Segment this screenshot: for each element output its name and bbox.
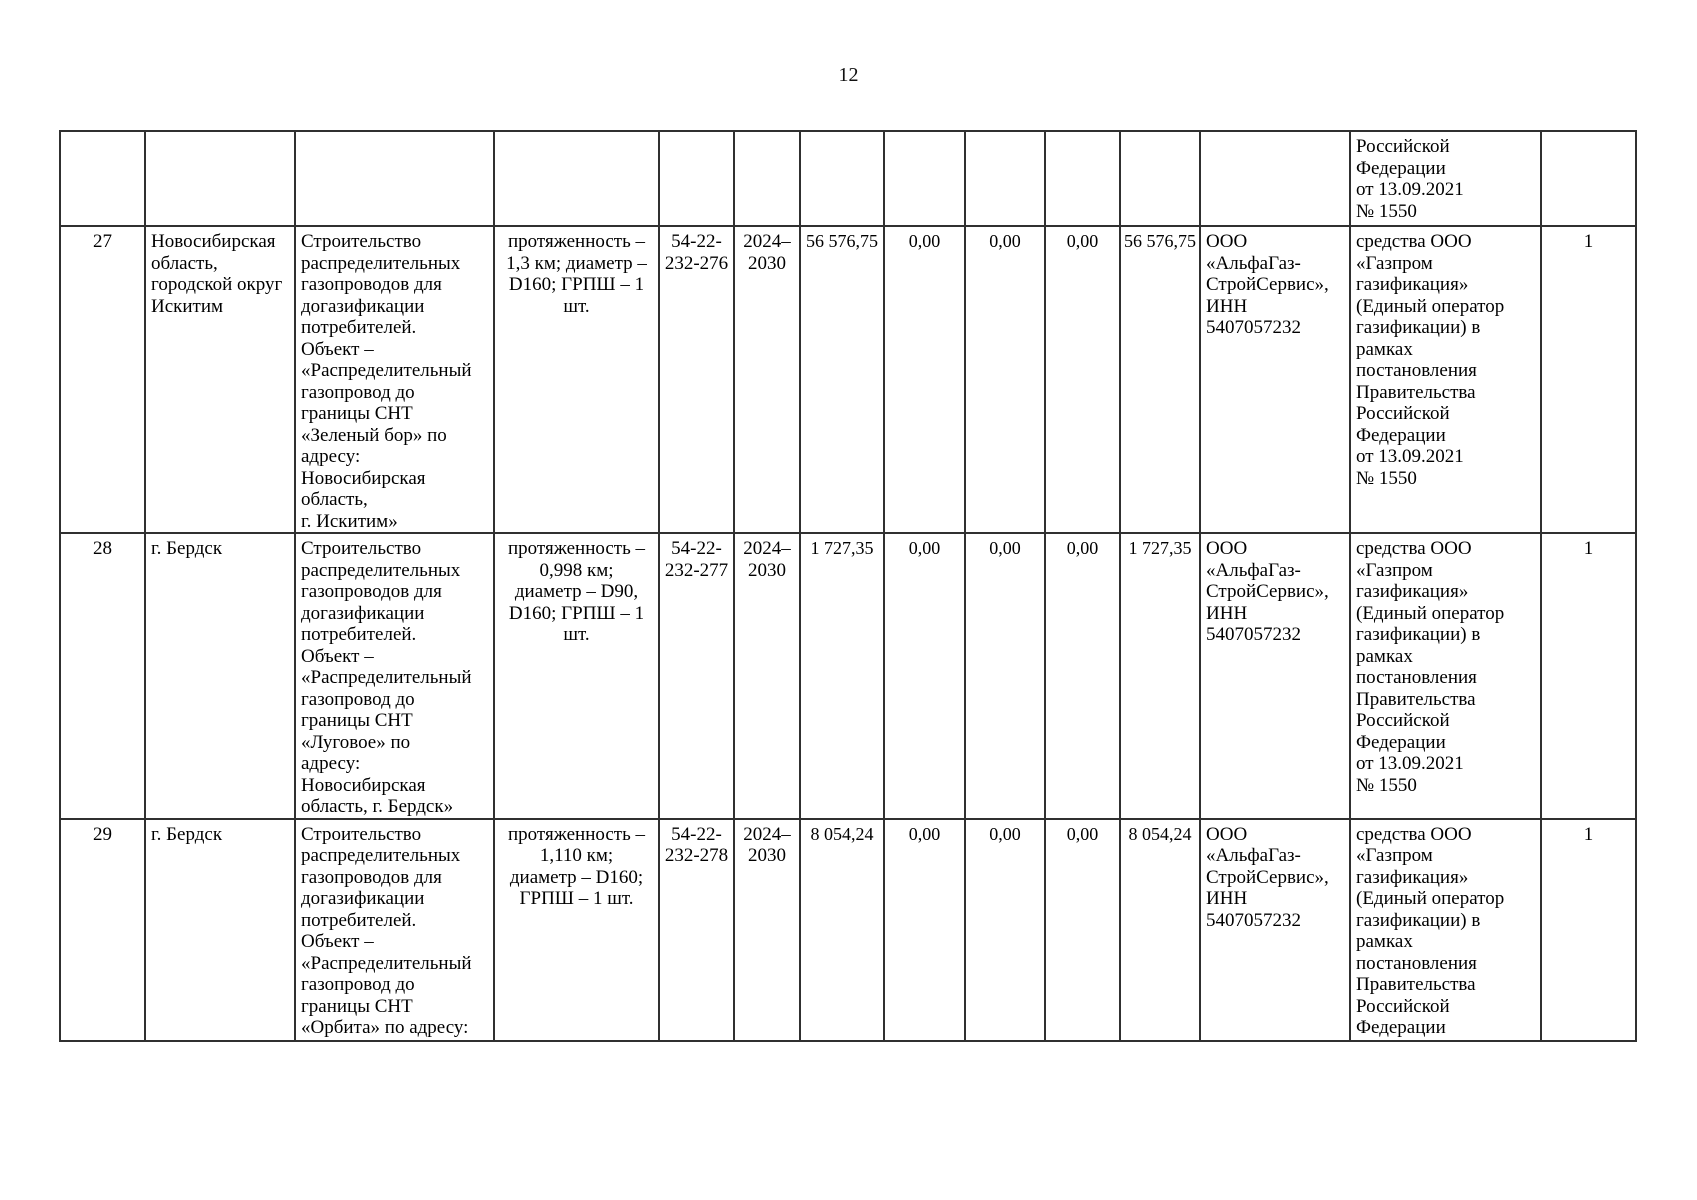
amount-cell xyxy=(799,130,885,227)
amount-cell: 0,00 xyxy=(964,532,1046,820)
contractor-cell: ООО «АльфаГаз- СтройСервис», ИНН 5407057… xyxy=(1199,532,1351,820)
row-number-cell: 27 xyxy=(59,225,146,534)
location-cell: Новосибирская область, городской округ И… xyxy=(144,225,296,534)
table-row-continuation: Российской Федерации от 13.09.2021 № 155… xyxy=(59,130,1637,227)
amount-cell xyxy=(1119,130,1201,227)
amount-cell: 8 054,24 xyxy=(1119,817,1201,1042)
years-cell: 2024– 2030 xyxy=(733,225,801,534)
count-cell: 1 xyxy=(1540,225,1637,534)
page-number: 12 xyxy=(838,64,859,86)
amount-cell: 56 576,75 xyxy=(1119,225,1201,534)
amount-cell: 0,00 xyxy=(964,225,1046,534)
code-cell: 54-22- 232-276 xyxy=(658,225,735,534)
amount-cell xyxy=(883,130,966,227)
amount-cell: 0,00 xyxy=(883,225,966,534)
row-number-cell: 28 xyxy=(59,532,146,820)
count-cell xyxy=(1540,130,1637,227)
description-cell xyxy=(294,130,495,227)
specs-cell: протяженность – 1,110 км; диаметр – D160… xyxy=(493,817,660,1042)
funding-cell: средства ООО «Газпром газификация» (Един… xyxy=(1349,225,1542,534)
amount-cell xyxy=(1044,130,1121,227)
row-number-cell xyxy=(59,130,146,227)
amount-cell xyxy=(964,130,1046,227)
years-cell xyxy=(733,130,801,227)
amount-cell: 0,00 xyxy=(883,532,966,820)
table-row: 28 г. Бердск Строительство распределител… xyxy=(59,532,1637,820)
location-cell xyxy=(144,130,296,227)
specs-cell: протяженность – 1,3 км; диаметр – D160; … xyxy=(493,225,660,534)
code-cell: 54-22- 232-277 xyxy=(658,532,735,820)
funding-cell: Российской Федерации от 13.09.2021 № 155… xyxy=(1349,130,1542,227)
count-cell: 1 xyxy=(1540,532,1637,820)
table-row: 29 г. Бердск Строительство распределител… xyxy=(59,817,1637,1042)
description-cell: Строительство распределительных газопров… xyxy=(294,532,495,820)
code-cell xyxy=(658,130,735,227)
code-cell: 54-22- 232-278 xyxy=(658,817,735,1042)
row-number-cell: 29 xyxy=(59,817,146,1042)
amount-cell: 1 727,35 xyxy=(1119,532,1201,820)
funding-cell: средства ООО «Газпром газификация» (Един… xyxy=(1349,817,1542,1042)
description-cell: Строительство распределительных газопров… xyxy=(294,225,495,534)
amount-cell: 1 727,35 xyxy=(799,532,885,820)
funding-cell: средства ООО «Газпром газификация» (Един… xyxy=(1349,532,1542,820)
amount-cell: 56 576,75 xyxy=(799,225,885,534)
projects-table: Российской Федерации от 13.09.2021 № 155… xyxy=(59,130,1637,1042)
years-cell: 2024– 2030 xyxy=(733,817,801,1042)
contractor-cell xyxy=(1199,130,1351,227)
amount-cell: 0,00 xyxy=(1044,532,1121,820)
count-cell: 1 xyxy=(1540,817,1637,1042)
contractor-cell: ООО «АльфаГаз- СтройСервис», ИНН 5407057… xyxy=(1199,817,1351,1042)
specs-cell xyxy=(493,130,660,227)
table-row: 27 Новосибирская область, городской окру… xyxy=(59,225,1637,534)
amount-cell: 0,00 xyxy=(883,817,966,1042)
location-cell: г. Бердск xyxy=(144,532,296,820)
location-cell: г. Бердск xyxy=(144,817,296,1042)
contractor-cell: ООО «АльфаГаз- СтройСервис», ИНН 5407057… xyxy=(1199,225,1351,534)
years-cell: 2024– 2030 xyxy=(733,532,801,820)
amount-cell: 0,00 xyxy=(964,817,1046,1042)
amount-cell: 8 054,24 xyxy=(799,817,885,1042)
specs-cell: протяженность – 0,998 км; диаметр – D90,… xyxy=(493,532,660,820)
description-cell: Строительство распределительных газопров… xyxy=(294,817,495,1042)
amount-cell: 0,00 xyxy=(1044,817,1121,1042)
amount-cell: 0,00 xyxy=(1044,225,1121,534)
